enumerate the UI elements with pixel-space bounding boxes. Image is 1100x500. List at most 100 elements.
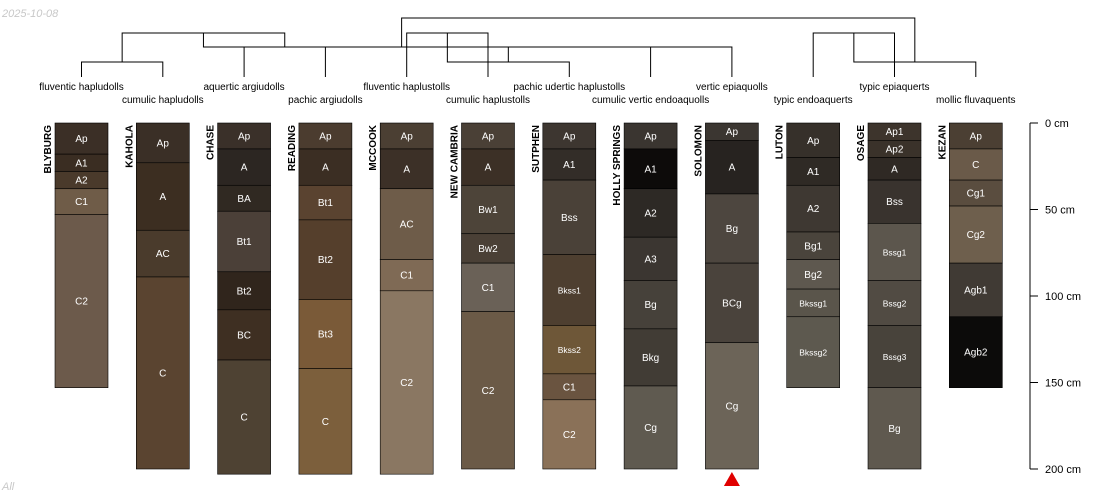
horizon-block [461,262,515,312]
horizon-label: C2 [75,297,88,308]
depth-axis-tick-label: 200 cm [1045,464,1081,476]
horizon-label: C2 [563,430,576,441]
horizon-block [623,328,678,387]
dendrogram-link [507,46,692,62]
horizon-block [136,162,190,231]
horizon-block [542,148,597,181]
horizon-label: C2 [400,378,413,389]
horizon-label: A [729,163,736,174]
profile-name-osage: OSAGE [856,125,867,161]
taxon-label: pachic argiudolls [288,95,363,106]
horizon-label: AC [156,249,170,260]
taxon-label: typic endoaquerts [774,95,853,106]
horizon-label: Ap [75,134,88,145]
horizon-block [948,148,1003,181]
horizon-label: Bw1 [478,205,498,216]
horizon-label: Ap [157,138,170,149]
horizon-label: Bkssg2 [799,348,827,358]
horizon-block [867,387,922,470]
horizon-label: Bg1 [804,241,822,252]
profile-name-blyburg: BLYBURG [43,125,54,174]
horizon-block [217,309,271,361]
horizon-block [298,299,353,369]
horizon-block [867,179,922,224]
dendrogram-link [401,17,916,62]
horizon-label: A2 [644,208,657,219]
horizon-label: Bkssg1 [799,298,827,308]
horizon-label: Bssg2 [883,298,907,308]
horizon-label: Ap [563,131,576,142]
horizon-label: C1 [400,271,413,282]
footer-label: All [2,481,15,493]
horizon-block [217,184,271,212]
horizon-block [379,259,434,292]
horizon-label: C [322,417,329,428]
profile-name-reading: READING [287,125,298,171]
horizon-label: Bt1 [237,237,252,248]
horizon-label: Ap [319,131,332,142]
horizon-block [54,214,109,388]
horizon-block [542,373,597,401]
horizon-label: BCg [722,298,741,309]
horizon-label: C1 [563,382,576,393]
horizon-label: Bt2 [318,255,333,266]
horizon-block [298,368,353,475]
horizon-label: A1 [563,160,576,171]
horizon-label: Agb1 [964,285,988,296]
horizon-label: Ap1 [886,127,904,138]
horizon-block [786,316,841,388]
taxon-label: aquertic argiudolls [204,82,285,93]
horizon-label: Bg [726,224,738,235]
horizon-label: A2 [75,176,88,187]
horizon-label: A1 [75,158,88,169]
horizon-label: Ap [644,131,657,142]
horizon-block [705,262,759,344]
profile-name-sutphen: SUTPHEN [531,125,542,173]
taxon-label: mollic fluvaquents [936,95,1015,106]
horizon-block [705,193,759,264]
horizon-label: A3 [644,254,657,265]
horizon-block [136,276,190,470]
horizon-label: A [403,164,410,175]
horizon-label: C [159,368,166,379]
horizon-label: C1 [482,283,495,294]
horizon-block [461,184,515,235]
horizon-label: Bss [886,197,903,208]
horizon-block [461,148,515,186]
horizon-block [542,179,597,255]
horizon-block [786,231,841,260]
horizon-block [379,290,434,475]
horizon-block [786,259,841,290]
taxon-label: cumulic vertic endoaquolls [592,95,709,106]
profile-name-chase: CHASE [206,125,217,160]
horizon-block [461,233,515,264]
horizon-label: Ap [482,131,495,142]
horizon-block [54,122,109,155]
taxon-label: pachic udertic haplustolls [513,82,625,93]
horizon-label: A [322,163,329,174]
horizon-block [948,316,1003,388]
horizon-label: Agb2 [964,348,988,359]
profile-name-kahola: KAHOLA [124,125,135,168]
horizon-block [705,342,759,470]
profile-name-luton: LUTON [775,125,786,159]
horizon-block [298,184,353,221]
date-label: 2025-10-08 [2,8,59,20]
horizon-label: Bssg1 [883,247,907,257]
horizon-block [786,122,841,158]
horizon-block [623,148,678,190]
horizon-label: Ap [401,131,414,142]
horizon-block [623,236,678,281]
dendrogram-link [650,46,733,77]
taxon-label: vertic epiaquolls [696,82,768,93]
dendrogram-link [81,61,164,77]
horizon-label: Bssg3 [883,352,907,362]
horizon-label: Bt2 [237,286,252,297]
horizon-block [217,122,271,150]
horizon-label: Ap [970,131,983,142]
horizon-label: Cg [726,401,739,412]
horizon-label: Ap2 [886,144,904,155]
horizon-label: Cg2 [967,230,986,241]
horizon-label: Bt3 [318,330,333,341]
